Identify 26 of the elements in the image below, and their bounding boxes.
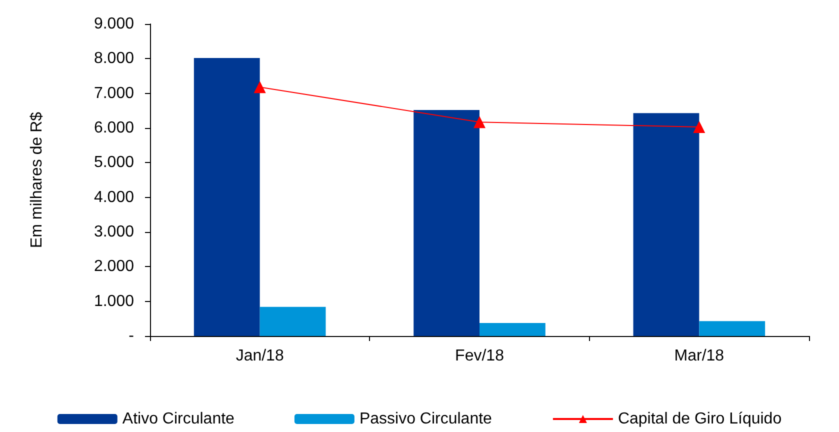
bar (414, 110, 480, 336)
y-axis-title: Em milhares de R$ (28, 112, 46, 248)
y-tick-label: 2.000 (94, 258, 134, 276)
y-tick-label: - (128, 328, 134, 344)
x-tick-label: Mar/18 (674, 348, 724, 364)
legend-label: Ativo Circulante (122, 410, 235, 428)
bar (480, 323, 546, 336)
y-tick-label: 3.000 (94, 224, 134, 240)
legend-label: Capital de Giro Líquido (618, 410, 782, 428)
y-tick-label: 6.000 (94, 120, 134, 136)
y-tick-label: 8.000 (94, 50, 134, 68)
y-tick-label: 4.000 (94, 188, 134, 206)
point (474, 116, 486, 128)
y-tick-label: 5.000 (94, 154, 134, 172)
y-tick-label: 9.000 (94, 16, 134, 32)
legend-label: Passivo Circulante (359, 410, 492, 428)
bar (699, 321, 766, 336)
y-tick-label: 7.000 (94, 84, 134, 102)
bar (633, 113, 700, 336)
point (693, 120, 706, 133)
point (254, 81, 266, 94)
y-tick-label: 1.000 (94, 292, 134, 310)
x-tick-label: Jan/18 (236, 348, 284, 364)
bar (194, 58, 260, 336)
bar (260, 306, 326, 336)
x-tick-label: Fev/18 (455, 348, 504, 364)
